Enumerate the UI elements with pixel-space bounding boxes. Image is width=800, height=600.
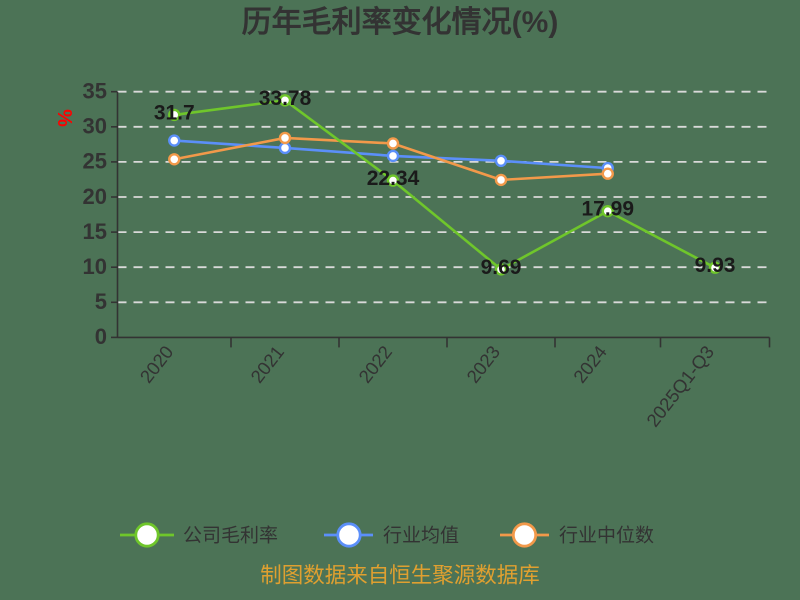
svg-text:5: 5 [95,289,107,314]
svg-text:10: 10 [83,254,107,279]
svg-text:历年毛利率变化情况(%): 历年毛利率变化情况(%) [242,5,559,39]
svg-text:9.69: 9.69 [481,256,522,279]
svg-text:20: 20 [83,184,107,209]
svg-text:25: 25 [83,149,107,174]
svg-text:0: 0 [95,324,107,349]
svg-text:31.7: 31.7 [154,101,195,124]
svg-text:制图数据来自恒生聚源数据库: 制图数据来自恒生聚源数据库 [260,564,540,588]
svg-text:30: 30 [83,114,107,139]
svg-text:公司毛利率: 公司毛利率 [183,525,278,547]
svg-text:行业均值: 行业均值 [383,525,459,547]
svg-text:22.34: 22.34 [367,167,420,190]
svg-text:35: 35 [83,79,107,104]
svg-text:17.99: 17.99 [581,198,634,221]
svg-text:行业中位数: 行业中位数 [559,525,654,547]
svg-text:15: 15 [83,219,107,244]
svg-text:33.78: 33.78 [259,87,312,110]
svg-text:%: % [53,109,75,127]
svg-text:9.93: 9.93 [695,254,736,277]
